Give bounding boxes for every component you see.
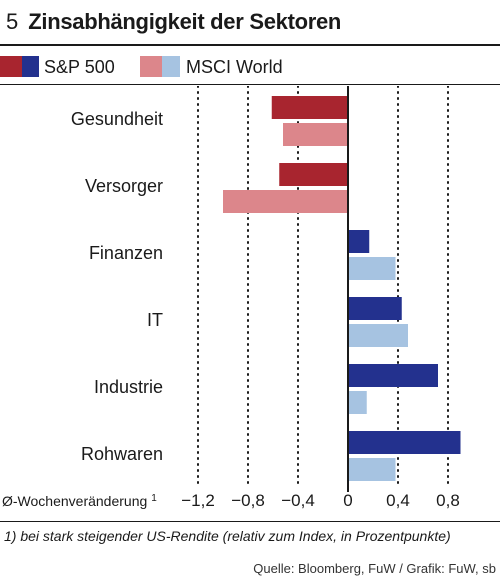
legend-swatch-msci-neg (140, 56, 162, 77)
footnote: 1) bei stark steigender US-Rendite (rela… (4, 528, 451, 544)
category-label: Finanzen (89, 243, 163, 263)
category-label: Rohwaren (81, 444, 163, 464)
bar-finanzen-msci (348, 257, 396, 280)
legend-swatch-sp500-pos (22, 56, 39, 77)
chart-title: Zinsabhängigkeit der Sektoren (28, 9, 342, 34)
chart-title-row: 5 Zinsabhängigkeit der Sektoren (6, 6, 341, 38)
category-label: Industrie (94, 377, 163, 397)
bar-chart: Gesundheit Versorger Finanzen IT Industrie Ro… (2, 86, 461, 510)
tick-label: 0,8 (436, 491, 460, 510)
legend-swatch-msci-pos (162, 56, 180, 77)
bar-it-msci (348, 324, 408, 347)
bar-versorger-sp500 (279, 163, 348, 186)
category-label: Versorger (85, 176, 163, 196)
title-rule (0, 44, 500, 46)
legend-swatch-sp500-neg (0, 56, 22, 77)
legend-rule (0, 84, 500, 85)
chart-number: 5 (6, 9, 19, 34)
bar-it-sp500 (348, 297, 402, 320)
legend: S&P 500 MSCI World (0, 52, 500, 82)
x-axis-label: Ø-Wochenveränderung 1 (2, 493, 157, 509)
tick-label: −1,2 (181, 491, 215, 510)
category-label: Gesundheit (71, 109, 163, 129)
bar-rohwaren-msci (348, 458, 396, 481)
bar-gesundheit-msci (283, 123, 348, 146)
tick-label: −0,4 (281, 491, 315, 510)
bar-versorger-msci (223, 190, 348, 213)
tick-label: 0,4 (386, 491, 410, 510)
bar-industrie-sp500 (348, 364, 438, 387)
bar-industrie-msci (348, 391, 367, 414)
source-note: Quelle: Bloomberg, FuW / Grafik: FuW, sb (253, 561, 496, 576)
legend-label-sp500: S&P 500 (44, 57, 115, 77)
legend-label-msci: MSCI World (186, 57, 283, 77)
bar-finanzen-sp500 (348, 230, 370, 253)
footnote-rule (0, 521, 500, 522)
bar-rohwaren-sp500 (348, 431, 461, 454)
x-axis-footnote-mark: 1 (151, 493, 157, 504)
tick-label: −0,8 (231, 491, 265, 510)
category-label: IT (147, 310, 163, 330)
bar-gesundheit-sp500 (271, 96, 348, 119)
tick-label: 0 (343, 491, 352, 510)
